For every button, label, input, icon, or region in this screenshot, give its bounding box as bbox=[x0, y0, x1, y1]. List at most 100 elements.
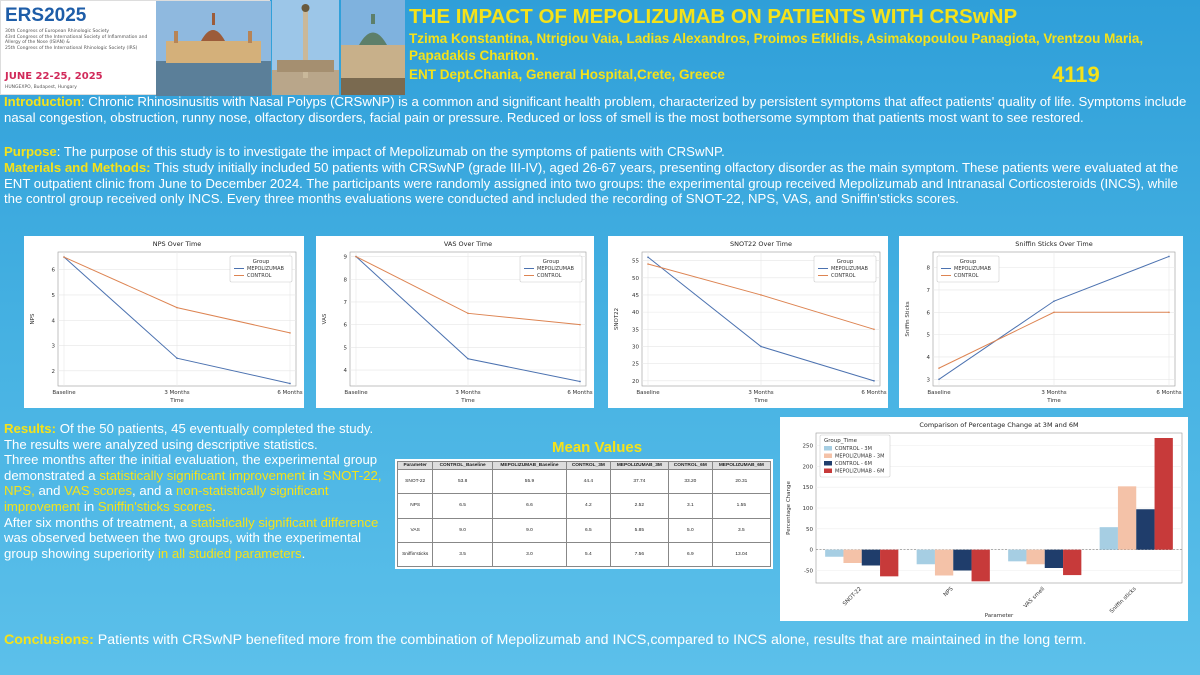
bar bbox=[934, 549, 954, 576]
y-tick-label: 250 bbox=[803, 444, 814, 450]
legend-label: MEPOLIZUMAB bbox=[247, 266, 285, 272]
conclusions-section: Conclusions: Patients with CRSwNP benefi… bbox=[4, 632, 1194, 649]
data-point bbox=[579, 323, 581, 326]
congress-line: 25th Congress of the International Rhino… bbox=[5, 45, 138, 51]
table-cell: 2.52 bbox=[609, 493, 669, 519]
legend-label: MEPOLIZUMAB - 3M bbox=[835, 454, 884, 460]
introduction-text: : Chronic Rhinosinusitis with Nasal Poly… bbox=[4, 94, 1187, 125]
y-tick-label: 4 bbox=[52, 318, 56, 324]
x-tick-label: 6 Months bbox=[861, 390, 886, 396]
x-tick-label: Sniffin sticks bbox=[1109, 586, 1138, 615]
results-section: Results: Of the 50 patients, 45 eventual… bbox=[4, 421, 392, 561]
legend-box bbox=[819, 434, 891, 478]
y-axis-label: VAS bbox=[322, 313, 328, 324]
methods-section: Materials and Methods: This study initia… bbox=[4, 160, 1194, 207]
table-cell: 1.55 bbox=[711, 493, 772, 519]
results-text-2g: , and a bbox=[132, 483, 177, 499]
table-cell: 53.8 bbox=[432, 468, 493, 495]
data-point bbox=[176, 306, 178, 309]
data-point bbox=[647, 263, 649, 265]
legend-box bbox=[229, 255, 293, 283]
y-tick-label: 3 bbox=[927, 377, 931, 383]
results-highlight-all-parameters: in all studied parameters bbox=[157, 545, 302, 561]
results-text-2c: in bbox=[305, 467, 323, 483]
data-point bbox=[938, 367, 940, 369]
bar bbox=[1063, 549, 1082, 576]
table-header-cell: Parameter bbox=[396, 461, 434, 470]
results-highlight-significant: statistically significant improvement bbox=[99, 467, 306, 483]
table-cell: 20.31 bbox=[711, 468, 772, 495]
mean-values-title: Mean Values bbox=[552, 439, 643, 456]
bar bbox=[1136, 509, 1155, 550]
legend-label: CONTROL bbox=[537, 273, 562, 279]
y-tick-label: 0 bbox=[810, 548, 814, 554]
results-highlight-nonsignificant: non-statistically significant improvemen… bbox=[4, 483, 329, 514]
poster-affiliation: ENT Dept.Chania, General Hospital,Crete,… bbox=[409, 67, 725, 82]
y-tick-label: 6 bbox=[52, 268, 56, 274]
bar bbox=[1044, 549, 1064, 568]
y-axis-label: NPS bbox=[30, 313, 36, 324]
y-tick-label: 150 bbox=[803, 485, 814, 491]
vas-line-chart: VAS Over Time 4 5 6 7 8 9 Baseline 3 Months 6 Mon… bbox=[322, 240, 593, 404]
data-point bbox=[760, 294, 762, 296]
chart-title: VAS Over Time bbox=[444, 240, 492, 248]
y-tick-label: 30 bbox=[632, 344, 639, 350]
legend-title: Group bbox=[543, 259, 560, 265]
methods-text: This study initially included 50 patient… bbox=[4, 160, 1179, 207]
y-tick-label: 4 bbox=[344, 368, 348, 374]
results-highlight-difference: statistically significant difference bbox=[190, 514, 379, 530]
legend-label: MEPOLIZUMAB bbox=[537, 266, 575, 272]
heroes-square-image bbox=[272, 0, 339, 95]
legend-label: MEPOLIZUMAB bbox=[831, 266, 869, 272]
legend-swatch bbox=[824, 461, 832, 466]
y-axis-label: Sniffin Sticks bbox=[905, 301, 911, 336]
y-axis-label: SNOT22 bbox=[614, 308, 620, 330]
legend-title: Group_Time bbox=[824, 438, 858, 444]
bar bbox=[971, 549, 990, 582]
legend-label: MEPOLIZUMAB bbox=[954, 266, 992, 272]
bar bbox=[825, 549, 844, 557]
y-tick-label: 7 bbox=[344, 300, 348, 306]
y-tick-label: 8 bbox=[927, 266, 931, 272]
y-tick-label: -50 bbox=[804, 569, 813, 575]
legend-label: CONTROL bbox=[831, 273, 856, 279]
table-cell: 6.5 bbox=[432, 493, 493, 519]
data-point bbox=[647, 256, 649, 258]
x-tick-label: VAS smell bbox=[1023, 586, 1047, 610]
data-point bbox=[1053, 300, 1055, 302]
percentage-change-bar-chart: Comparison of Percentage Change at 3M an… bbox=[786, 421, 1183, 619]
results-text-2k: . bbox=[212, 498, 216, 514]
conclusions-heading: Conclusions: bbox=[4, 632, 94, 648]
x-tick-label: 3 Months bbox=[164, 390, 189, 396]
y-tick-label: 50 bbox=[806, 527, 813, 533]
conclusions-text: Patients with CRSwNP benefited more from… bbox=[93, 632, 1087, 648]
y-tick-label: 8 bbox=[344, 277, 348, 283]
table-cell: 4.2 bbox=[566, 493, 611, 519]
x-axis-label: Time bbox=[169, 398, 184, 404]
data-point bbox=[579, 380, 581, 383]
results-highlight-sniffin: Sniffin'sticks scores bbox=[97, 498, 213, 514]
x-tick-label: NPS bbox=[943, 586, 955, 598]
bar bbox=[916, 549, 935, 565]
table-cell: 9.0 bbox=[432, 517, 493, 543]
data-point bbox=[1168, 311, 1170, 314]
snot22-line-chart: SNOT22 Over Time 20 25 30 35 40 45 50 55 Baseline… bbox=[614, 240, 887, 404]
data-point bbox=[1168, 255, 1170, 258]
bar bbox=[1026, 549, 1045, 565]
x-tick-label: 3 Months bbox=[455, 390, 480, 396]
table-cell: 5.4 bbox=[566, 541, 611, 568]
table-cell: 3.5 bbox=[432, 541, 493, 568]
table-cell: 5.85 bbox=[609, 517, 669, 543]
bar bbox=[861, 549, 881, 566]
nps-line-chart: NPS Over Time 2 3 4 5 6 Baseline 3 Months 6 Mont… bbox=[30, 240, 303, 404]
results-text-3e: . bbox=[301, 545, 306, 561]
snot22-chart-panel: SNOT22 Over Time 20 25 30 35 40 45 50 55 Baseline… bbox=[608, 236, 888, 408]
data-point bbox=[176, 357, 178, 359]
y-tick-label: 55 bbox=[632, 259, 639, 265]
table-cell: SNOT-22 bbox=[396, 468, 434, 495]
legend-label: MEPOLIZUMAB - 6M bbox=[835, 469, 884, 475]
y-tick-label: 7 bbox=[927, 288, 931, 294]
table-header-row: Parameter CONTROL_Baseline MEPOLIZUMAB_B… bbox=[396, 461, 772, 470]
table-row: NPS 6.5 6.6 4.2 2.52 3.1 1.55 bbox=[396, 493, 772, 519]
bar bbox=[1099, 527, 1118, 550]
